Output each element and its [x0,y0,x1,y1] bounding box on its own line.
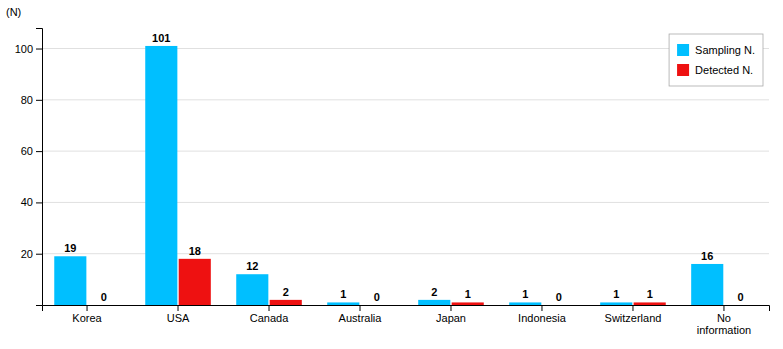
tick-label: Switzerland [605,312,662,324]
bar [179,259,211,305]
series [54,46,723,305]
data-label: 2 [283,286,289,298]
series [179,259,666,305]
tick: 40 [21,196,42,208]
tick-mark [450,305,451,311]
bars [54,46,723,305]
tick: Switzerland [605,305,662,324]
axis-line [43,306,770,312]
bar [600,302,632,305]
tick: Canada [250,305,289,324]
tick-label: Korea [72,312,102,324]
x-axis: Korea USA Canada Australia Japan Indonesia Swi… [43,305,770,336]
bar [725,305,757,306]
bar [418,300,450,305]
tick-mark [36,254,42,255]
plot: 20406080100KoreaUSACanadaAustraliaJapanI… [6,6,770,336]
data-label: 0 [738,291,744,303]
tick-mark [36,202,42,203]
data-label: 1 [465,288,471,300]
data-label: 1 [522,288,528,300]
tick-label: Noinformation [697,312,751,337]
tick: Korea [72,305,102,324]
data-label: 2 [431,286,437,298]
tick-label: 20 [21,248,33,260]
tick-mark [36,49,42,50]
data-label: 101 [152,32,170,44]
data-labels: 1910112121116018201010 [64,32,744,303]
tick-label: Canada [250,312,289,324]
bar [543,305,575,306]
tick-mark [632,305,633,311]
tick: USA [167,305,190,324]
tick: 100 [15,43,42,55]
bar [634,302,666,305]
data-label: 0 [374,291,380,303]
tick-mark [269,305,270,311]
data-label: 12 [246,260,258,272]
data-label: 1 [613,288,619,300]
tick-label: Indonesia [518,312,567,324]
bar [327,302,359,305]
bar [270,300,302,305]
tick: Australia [339,305,383,324]
axis-line [36,29,43,306]
data-label: 1 [647,288,653,300]
tick-label: 40 [21,196,33,208]
tick-mark [87,305,88,311]
bar [88,305,120,306]
legend-swatch [677,64,689,76]
bar [509,302,541,305]
legend-item: Sampling N. [677,44,755,56]
chart: 20406080100KoreaUSACanadaAustraliaJapanI… [0,0,783,349]
tick: 60 [21,145,42,157]
tick: 20 [21,248,42,260]
data-label: 19 [64,242,76,254]
tick-mark [36,100,42,101]
tick: Japan [436,305,466,324]
legend: Sampling N. Detected N. [669,34,763,86]
tick-mark [36,151,42,152]
tick-label: Japan [436,312,466,324]
tick: Indonesia [518,305,567,324]
tick: Noinformation [697,305,751,336]
tick-label: Australia [339,312,383,324]
bar [691,264,723,305]
tick-mark [541,305,542,311]
bar [145,46,177,305]
tick-mark [360,305,361,311]
tick-mark [723,305,724,311]
bar [361,305,393,306]
data-label: 16 [701,250,713,262]
tick-label: 100 [15,43,33,55]
y-axis: 20 40 60 80 100 [15,29,43,306]
bar [236,274,268,305]
tick-mark [178,305,179,311]
bar [54,256,86,305]
data-label: 0 [556,291,562,303]
data-label: 1 [340,288,346,300]
legend-label: Detected N. [695,64,753,76]
tick: 80 [21,94,42,106]
data-label: 0 [101,291,107,303]
tick-label: USA [167,312,190,324]
data-label: 18 [189,245,201,257]
legend-frame [669,34,763,86]
legend-item: Detected N. [677,64,753,76]
legend-label: Sampling N. [695,44,755,56]
bar [452,302,484,305]
axis-label: (N) [6,6,21,18]
legend-swatch [677,44,689,56]
tick-label: 60 [21,145,33,157]
tick-label: 80 [21,94,33,106]
